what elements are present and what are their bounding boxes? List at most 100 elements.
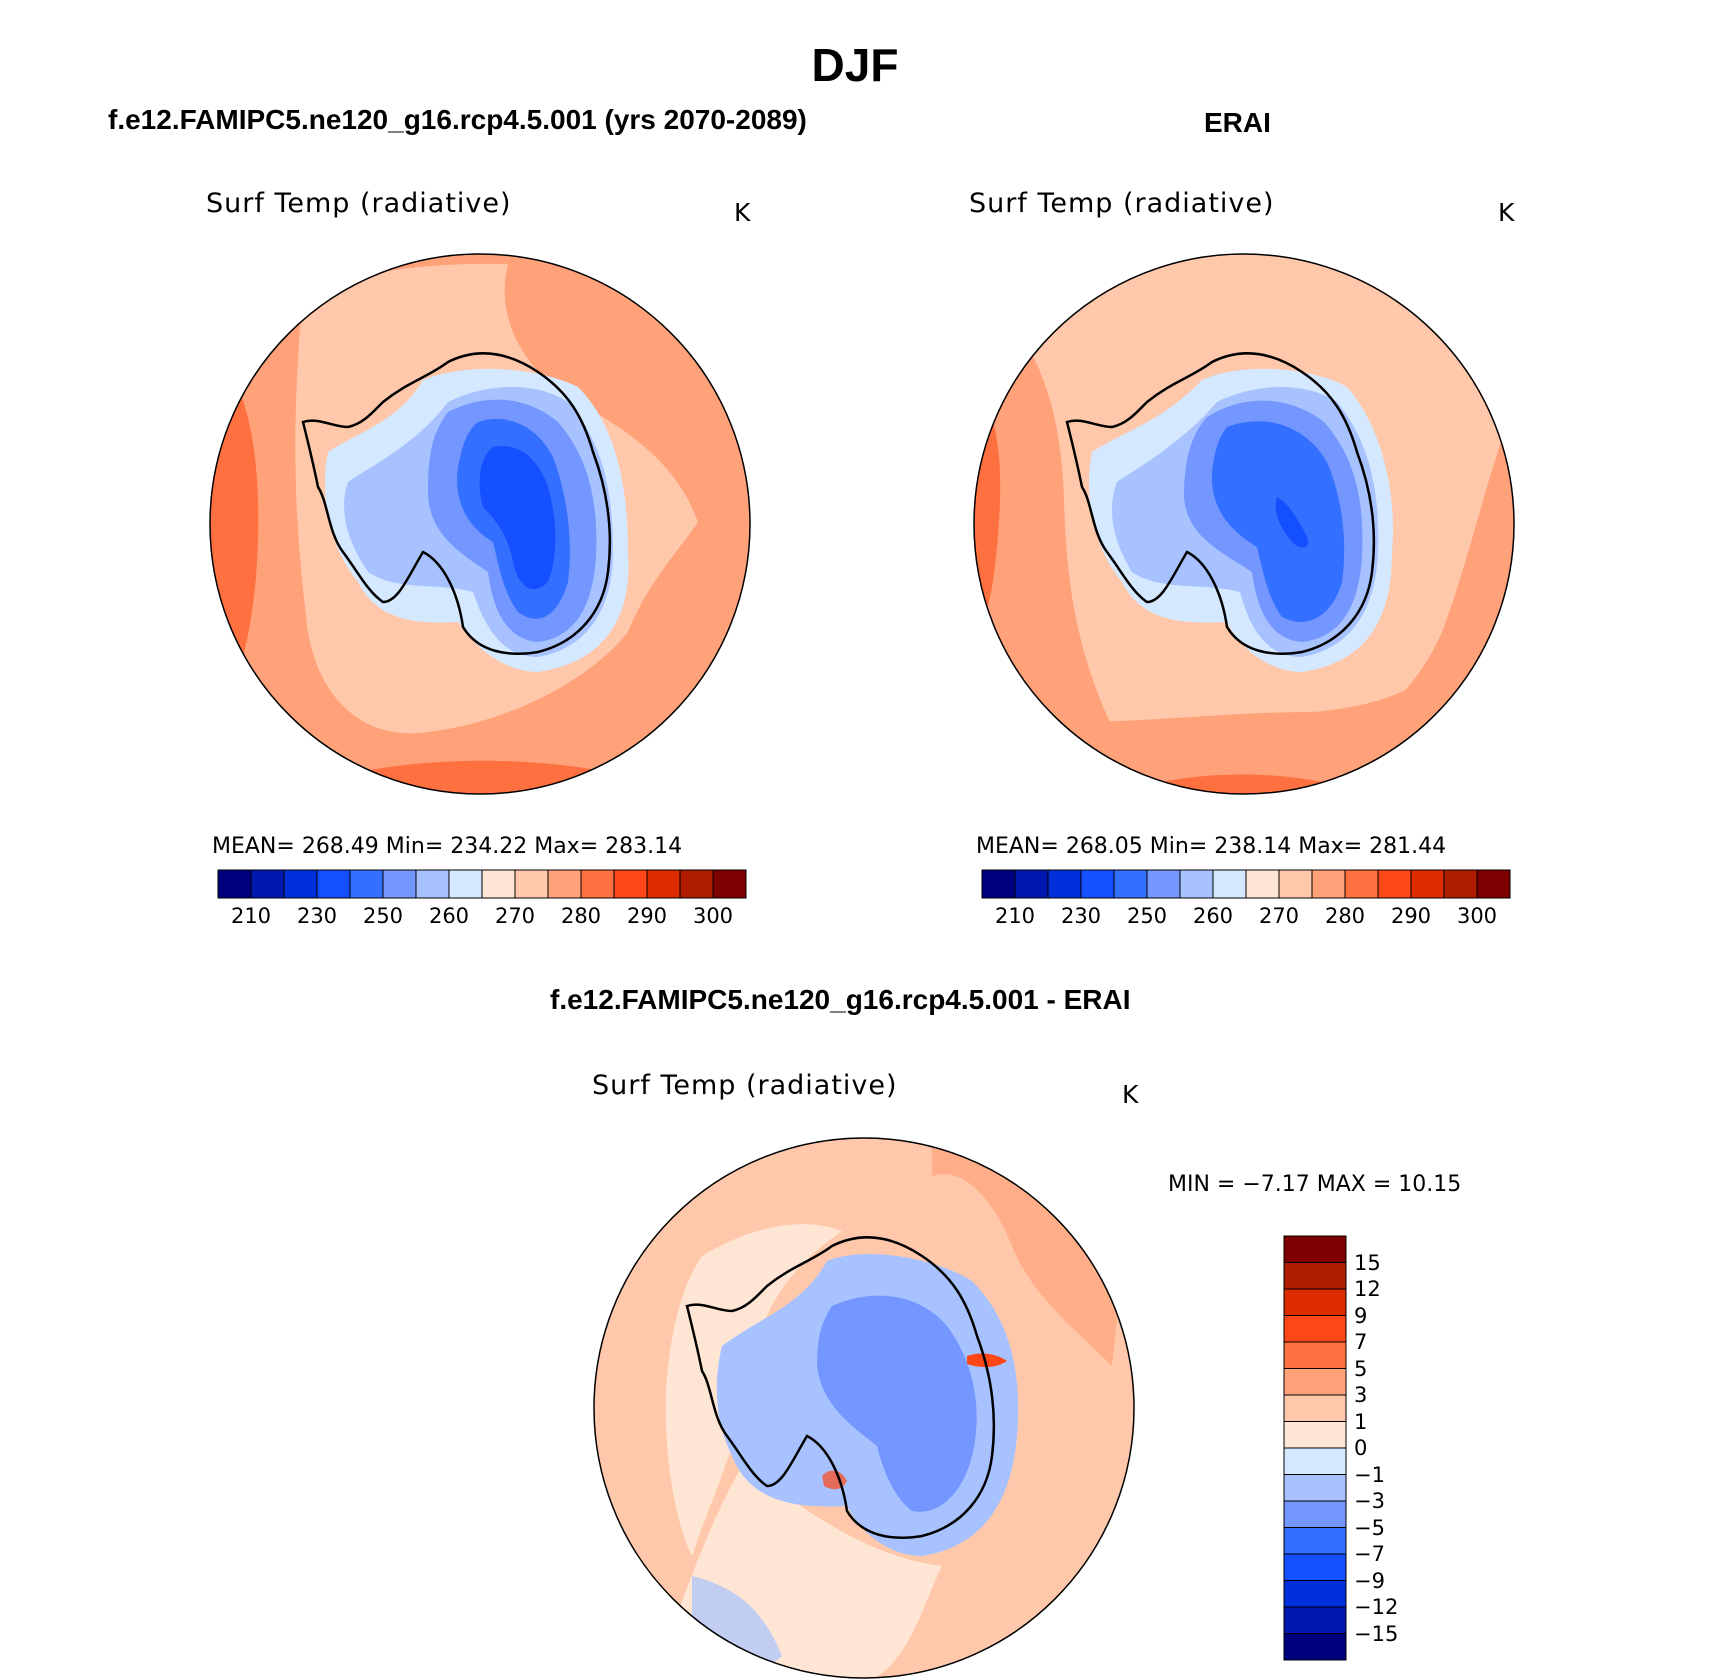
diff-cb-tick: −15 <box>1354 1621 1399 1646</box>
diff-cb-tick: −3 <box>1354 1489 1385 1513</box>
diff-cb-tick: 0 <box>1354 1436 1368 1460</box>
obs-ice-deep <box>1275 497 1309 548</box>
obs-colorbar <box>981 869 1511 899</box>
diff-minmax: MIN = −7.17 MAX = 10.15 <box>1168 1172 1462 1197</box>
model-cb-tick: 270 <box>494 904 536 928</box>
obs-cb-tick: 260 <box>1192 904 1234 928</box>
colorbar-swatch <box>1283 1447 1347 1475</box>
colorbar-swatch <box>547 869 582 899</box>
colorbar-swatch <box>1283 1315 1347 1343</box>
model-colorbar-ticks: 210 230 250 260 270 280 290 300 <box>218 904 746 932</box>
model-map-outline <box>209 253 751 795</box>
colorbar-swatch <box>1245 869 1280 899</box>
diff-plot-title: Surf Temp (radiative) <box>592 1070 898 1101</box>
model-coastline <box>301 352 612 655</box>
colorbar-swatch <box>712 869 747 899</box>
colorbar-swatch <box>283 869 318 899</box>
model-map <box>209 253 751 795</box>
obs-map <box>973 253 1515 795</box>
colorbar-swatch <box>981 869 1016 899</box>
colorbar-swatch <box>448 869 483 899</box>
model-cb-tick: 300 <box>692 904 734 928</box>
obs-subtitle: ERAI <box>1204 107 1271 138</box>
obs-units: K <box>1498 198 1515 227</box>
diff-colorbar-ticks: 15 12 9 7 5 3 1 0 −1 −3 −5 −7 −9 −12 −15 <box>1354 1236 1414 1660</box>
colorbar-swatch <box>1283 1394 1347 1422</box>
colorbar-swatch <box>1283 1553 1347 1581</box>
obs-stats: MEAN= 268.05 Min= 238.14 Max= 281.44 <box>976 834 1447 859</box>
model-plot-title: Surf Temp (radiative) <box>206 188 512 219</box>
colorbar-swatch <box>1283 1606 1347 1634</box>
model-units: K <box>734 198 751 227</box>
obs-cb-tick: 300 <box>1456 904 1498 928</box>
diff-cb-tick: 12 <box>1354 1277 1381 1301</box>
colorbar-swatch <box>1283 1341 1347 1369</box>
model-cb-tick: 260 <box>428 904 470 928</box>
diff-ice-mid <box>817 1295 977 1512</box>
model-stats: MEAN= 268.49 Min= 234.22 Max= 283.14 <box>212 834 683 859</box>
obs-plot-title: Surf Temp (radiative) <box>969 188 1275 219</box>
obs-map-outline <box>973 253 1515 795</box>
colorbar-swatch <box>481 869 516 899</box>
diff-cb-tick: −9 <box>1354 1568 1385 1593</box>
colorbar-swatch <box>1283 1633 1347 1661</box>
obs-coastline <box>1065 352 1376 655</box>
diff-cb-tick: 7 <box>1354 1330 1368 1354</box>
obs-cb-tick: 270 <box>1258 904 1300 928</box>
colorbar-swatch <box>1212 869 1247 899</box>
colorbar-swatch <box>1283 1368 1347 1396</box>
model-cb-tick: 230 <box>296 904 338 928</box>
colorbar-swatch <box>1283 1474 1347 1502</box>
colorbar-swatch <box>1014 869 1049 899</box>
obs-cb-tick: 250 <box>1126 904 1168 928</box>
colorbar-swatch <box>613 869 648 899</box>
obs-cb-tick: 210 <box>994 904 1036 928</box>
model-cb-tick: 290 <box>626 904 668 928</box>
model-colorbar <box>217 869 747 899</box>
diff-cb-tick: 15 <box>1354 1250 1381 1275</box>
colorbar-swatch <box>1344 869 1379 899</box>
model-cb-tick: 250 <box>362 904 404 928</box>
colorbar-swatch <box>1113 869 1148 899</box>
figure-title: DJF <box>811 39 899 91</box>
colorbar-swatch <box>1146 869 1181 899</box>
colorbar-swatch <box>1377 869 1412 899</box>
obs-cb-tick: 290 <box>1390 904 1432 928</box>
colorbar-swatch <box>1179 869 1214 899</box>
colorbar-swatch <box>1476 869 1511 899</box>
obs-cb-tick: 280 <box>1324 904 1366 928</box>
colorbar-swatch <box>1080 869 1115 899</box>
colorbar-swatch <box>1311 869 1346 899</box>
diff-units: K <box>1122 1080 1139 1109</box>
colorbar-swatch <box>1283 1288 1347 1316</box>
diff-coastline <box>685 1236 996 1539</box>
diff-cb-tick: −7 <box>1354 1542 1385 1566</box>
model-subtitle: f.e12.FAMIPC5.ne120_g16.rcp4.5.001 (yrs … <box>108 104 807 135</box>
colorbar-swatch <box>1443 869 1478 899</box>
colorbar-swatch <box>316 869 351 899</box>
obs-colorbar-ticks: 210 230 250 260 270 280 290 300 <box>982 904 1510 932</box>
colorbar-swatch <box>1283 1235 1347 1263</box>
colorbar-swatch <box>646 869 681 899</box>
colorbar-swatch <box>1283 1500 1347 1528</box>
diff-cb-tick: −1 <box>1354 1462 1385 1487</box>
colorbar-swatch <box>1283 1421 1347 1449</box>
diff-cb-tick: 3 <box>1354 1383 1368 1407</box>
model-cb-tick: 210 <box>230 904 272 928</box>
diff-red-east <box>967 1353 1007 1368</box>
diff-subtitle: f.e12.FAMIPC5.ne120_g16.rcp4.5.001 - ERA… <box>550 984 1131 1015</box>
colorbar-swatch <box>1283 1580 1347 1608</box>
colorbar-swatch <box>217 869 252 899</box>
diff-cb-tick: 1 <box>1354 1409 1368 1434</box>
colorbar-swatch <box>382 869 417 899</box>
colorbar-swatch <box>580 869 615 899</box>
colorbar-swatch <box>1283 1262 1347 1290</box>
model-cb-tick: 280 <box>560 904 602 928</box>
colorbar-swatch <box>1410 869 1445 899</box>
colorbar-swatch <box>1283 1527 1347 1555</box>
colorbar-swatch <box>1278 869 1313 899</box>
diff-cb-tick: 5 <box>1354 1356 1368 1381</box>
colorbar-swatch <box>1047 869 1082 899</box>
diff-cb-tick: −5 <box>1354 1515 1385 1540</box>
model-ice-deep <box>479 446 556 590</box>
